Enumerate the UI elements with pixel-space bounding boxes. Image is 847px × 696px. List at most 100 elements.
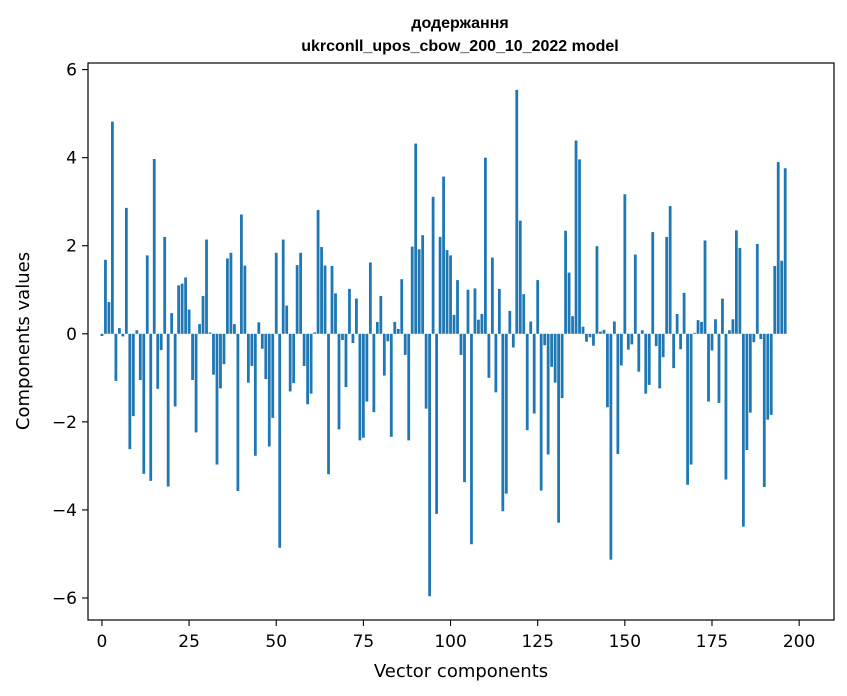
y-tick-label: −6 — [52, 589, 77, 609]
bar-52 — [281, 239, 285, 334]
bar-124 — [532, 333, 536, 414]
bar-68 — [337, 333, 341, 430]
bar-173 — [703, 240, 707, 334]
bar-176 — [714, 319, 717, 334]
bar-110 — [484, 157, 487, 334]
bar-49 — [271, 333, 275, 418]
bar-35 — [222, 333, 226, 365]
bar-120 — [518, 220, 522, 334]
bar-57 — [299, 252, 303, 334]
bar-74 — [358, 333, 362, 441]
bar-129 — [550, 333, 554, 367]
bar-137 — [578, 159, 581, 334]
bar-91 — [417, 249, 421, 334]
bar-135 — [571, 316, 574, 334]
bar-23 — [180, 283, 184, 334]
bar-85 — [396, 328, 400, 334]
bar-111 — [487, 333, 491, 378]
bar-131 — [557, 333, 560, 523]
bar-0 — [100, 333, 104, 336]
bar-26 — [191, 333, 194, 381]
bar-61 — [313, 332, 316, 334]
bar-18 — [163, 236, 167, 334]
bar-20 — [170, 313, 174, 334]
bar-93 — [424, 333, 428, 409]
y-tick-label: 2 — [66, 237, 77, 257]
bar-136 — [574, 140, 578, 334]
bar-11 — [138, 333, 142, 381]
bar-66 — [330, 265, 334, 334]
bar-34 — [219, 333, 222, 389]
x-tick-label: 100 — [434, 632, 466, 652]
bar-179 — [724, 333, 728, 480]
bar-56 — [295, 265, 299, 334]
bar-106 — [470, 333, 473, 545]
y-tick-label: −4 — [52, 501, 77, 521]
bar-78 — [372, 333, 376, 413]
bar-174 — [707, 333, 710, 402]
bar-40 — [239, 214, 243, 334]
bar-37 — [229, 252, 233, 334]
bar-143 — [599, 331, 602, 334]
bar-46 — [260, 333, 264, 349]
bar-162 — [665, 236, 669, 334]
bar-21 — [173, 333, 177, 407]
bar-1 — [104, 259, 107, 334]
y-tick-label: 0 — [66, 325, 77, 345]
bar-62 — [316, 210, 320, 334]
bar-98 — [442, 176, 445, 334]
bar-170 — [693, 332, 696, 334]
bar-116 — [504, 333, 508, 494]
bar-63 — [320, 247, 323, 334]
bar-134 — [567, 272, 571, 334]
bar-76 — [365, 333, 369, 402]
bar-14 — [149, 333, 153, 481]
bar-67 — [334, 293, 337, 334]
bar-192 — [769, 333, 773, 415]
bar-181 — [731, 319, 735, 334]
bar-138 — [581, 326, 585, 334]
bar-144 — [602, 329, 606, 334]
bar-88 — [407, 333, 411, 441]
bar-130 — [553, 333, 557, 383]
y-tick-label: 6 — [66, 61, 77, 81]
bar-190 — [762, 333, 766, 488]
bar-73 — [355, 298, 358, 334]
bar-48 — [267, 333, 271, 447]
bar-6 — [121, 333, 125, 337]
bar-147 — [612, 321, 616, 334]
bar-139 — [585, 333, 588, 342]
plot-frame — [87, 62, 835, 621]
bar-82 — [386, 333, 390, 342]
chart-title-line-1: додержання — [411, 15, 508, 32]
bar-175 — [710, 333, 714, 351]
bar-189 — [759, 333, 763, 340]
bar-195 — [780, 260, 784, 334]
bar-60 — [309, 333, 313, 394]
bar-128 — [546, 333, 550, 455]
bar-45 — [257, 322, 261, 334]
x-tick-label: 150 — [609, 632, 641, 652]
bar-69 — [341, 333, 344, 340]
x-tick-label: 200 — [783, 632, 815, 652]
bar-156 — [644, 333, 648, 394]
bar-166 — [679, 333, 683, 350]
bar-10 — [135, 330, 139, 334]
bar-31 — [208, 332, 212, 334]
bar-19 — [166, 333, 170, 487]
bar-163 — [668, 206, 672, 334]
bar-172 — [700, 321, 703, 334]
bar-184 — [741, 333, 745, 527]
bar-196 — [783, 168, 787, 334]
y-axis-ticks: −6 −4 −2 0 2 4 6 — [52, 61, 88, 609]
bar-30 — [205, 239, 208, 334]
bar-9 — [131, 333, 135, 417]
bar-87 — [403, 333, 407, 355]
bar-193 — [773, 265, 777, 334]
bar-133 — [564, 230, 567, 334]
bar-59 — [306, 333, 310, 405]
x-tick-label: 25 — [178, 632, 200, 652]
bar-117 — [508, 310, 512, 334]
x-tick-label: 125 — [521, 632, 553, 652]
bar-155 — [640, 330, 644, 334]
